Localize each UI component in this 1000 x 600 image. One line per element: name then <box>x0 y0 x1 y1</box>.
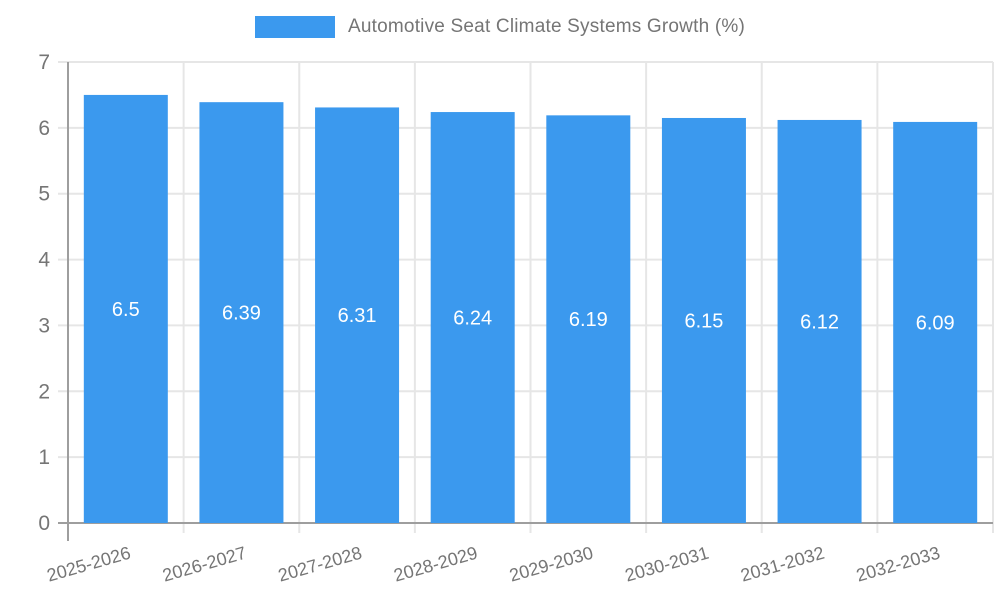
x-tick-label: 2029-2030 <box>507 543 595 586</box>
y-tick-label: 2 <box>38 380 50 403</box>
legend-label: Automotive Seat Climate Systems Growth (… <box>348 16 745 37</box>
bar-2028-2029[interactable] <box>430 112 515 524</box>
y-tick-label: 4 <box>38 249 50 272</box>
bar-2030-2031[interactable] <box>661 117 746 523</box>
legend-swatch <box>255 16 336 38</box>
bar-value-label: 6.15 <box>684 310 723 332</box>
x-tick-label: 2028-2029 <box>392 543 480 586</box>
bar-value-label: 6.5 <box>112 299 140 321</box>
x-tick-label: 2026-2027 <box>160 543 248 586</box>
bar-value-label: 6.24 <box>453 308 492 330</box>
x-tick-label: 2030-2031 <box>623 543 711 586</box>
bar-value-label: 6.39 <box>222 303 261 325</box>
bar-2032-2033[interactable] <box>893 121 978 524</box>
bar-value-label: 6.09 <box>916 312 955 334</box>
bar-2031-2032[interactable] <box>777 119 862 523</box>
bar-value-label: 6.31 <box>338 305 377 327</box>
y-tick-label: 3 <box>38 314 50 337</box>
bar-value-label: 6.19 <box>569 309 608 331</box>
bar-2025-2026[interactable] <box>83 94 168 523</box>
y-tick-label: 5 <box>38 183 50 206</box>
x-tick-label: 2025-2026 <box>45 543 133 586</box>
x-tick-label: 2032-2033 <box>854 543 942 586</box>
x-tick-label: 2031-2032 <box>738 543 826 586</box>
bar-2029-2030[interactable] <box>546 115 631 523</box>
y-tick-label: 6 <box>38 117 50 140</box>
y-tick-label: 1 <box>38 446 50 469</box>
bar-2026-2027[interactable] <box>199 102 284 524</box>
chart-legend[interactable]: Automotive Seat Climate Systems Growth (… <box>0 16 1000 38</box>
y-tick-label: 0 <box>38 512 50 535</box>
bar-2027-2028[interactable] <box>315 107 400 523</box>
y-tick-label: 7 <box>38 51 50 74</box>
bar-value-label: 6.12 <box>800 311 839 333</box>
x-tick-label: 2027-2028 <box>276 543 364 586</box>
